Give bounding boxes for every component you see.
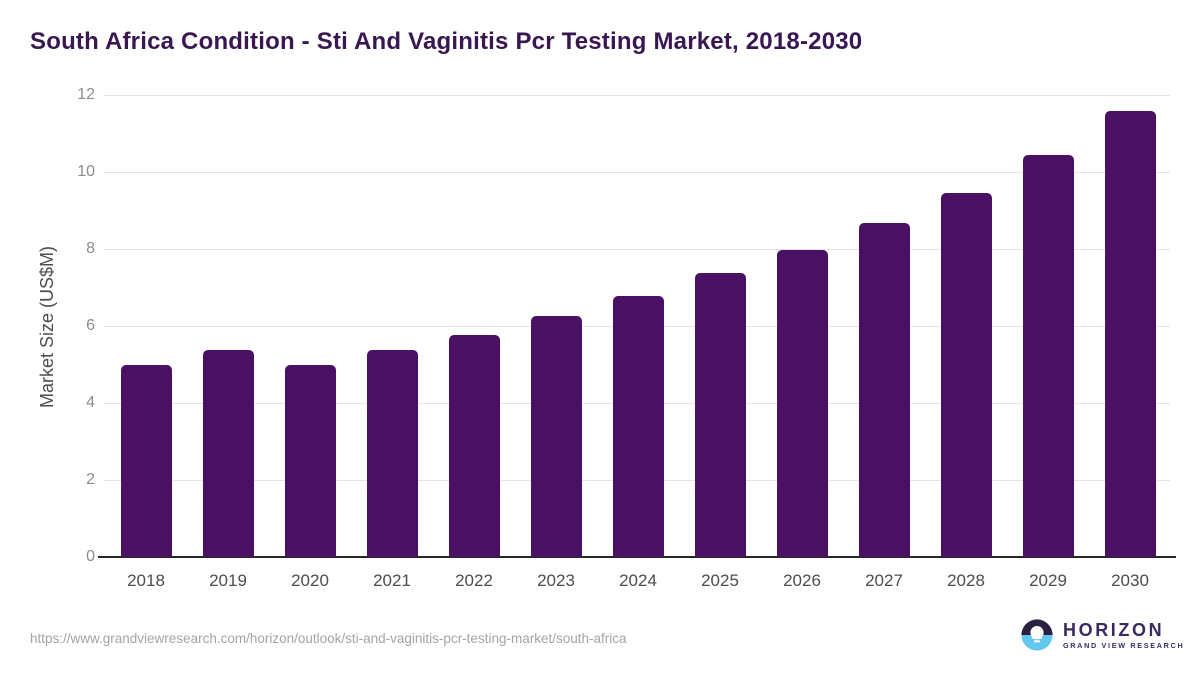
- bar-2030: [1104, 111, 1156, 557]
- horizon-logo: HORIZON GRAND VIEW RESEARCH: [1020, 618, 1184, 652]
- bar-2020: [284, 365, 336, 557]
- chart-title: South Africa Condition - Sti And Vaginit…: [30, 28, 863, 55]
- x-tick-label-2018: 2018: [127, 571, 165, 590]
- x-tick-label-2024: 2024: [619, 571, 657, 590]
- x-tick-label-2029: 2029: [1029, 571, 1067, 590]
- y-tick-label-4: 4: [86, 394, 95, 411]
- bar-2023: [530, 315, 582, 557]
- y-tick-label-10: 10: [77, 163, 95, 180]
- y-tick-label-0: 0: [86, 548, 95, 565]
- y-tick-label-2: 2: [86, 471, 95, 488]
- plot-area: [98, 94, 1176, 558]
- y-tick-label-8: 8: [86, 240, 95, 257]
- y-tick-label-6: 6: [86, 317, 95, 334]
- x-tick-label-2019: 2019: [209, 571, 247, 590]
- x-tick-label-2026: 2026: [783, 571, 821, 590]
- gridline-y10: [104, 171, 1170, 173]
- y-axis-ticks: 0 2 4 6 8 10 12: [40, 86, 95, 565]
- bar-2028: [940, 192, 992, 557]
- bar-2022: [448, 335, 500, 557]
- x-tick-label-2022: 2022: [455, 571, 493, 590]
- horizon-sunrise-icon: [1021, 619, 1053, 651]
- logo-text: HORIZON GRAND VIEW RESEARCH: [1063, 621, 1184, 650]
- x-tick-label-2021: 2021: [373, 571, 411, 590]
- bar-2018: [120, 365, 172, 557]
- logo-name: HORIZON: [1063, 619, 1165, 640]
- gridline-y8: [104, 248, 1170, 250]
- x-axis-line: [98, 556, 1176, 558]
- source-url: https://www.grandviewresearch.com/horizo…: [30, 631, 627, 646]
- x-tick-label-2023: 2023: [537, 571, 575, 590]
- x-axis-labels: 2018 2019 2020 2021 2022 2023 2024 2025 2026 2027…: [100, 571, 1170, 597]
- bar-2027: [858, 223, 910, 557]
- bar-2025: [694, 272, 746, 557]
- x-tick-label-2025: 2025: [701, 571, 739, 590]
- bar-2019: [202, 350, 254, 557]
- bar-2026: [776, 250, 828, 557]
- logo-subtitle: GRAND VIEW RESEARCH: [1063, 640, 1185, 650]
- gridline-y12: [104, 94, 1170, 96]
- bar-2024: [612, 296, 664, 557]
- x-tick-label-2020: 2020: [291, 571, 329, 590]
- x-tick-label-2030: 2030: [1111, 571, 1149, 590]
- bar-2021: [366, 350, 418, 557]
- x-tick-label-2027: 2027: [865, 571, 903, 590]
- bar-2029: [1022, 154, 1074, 557]
- y-tick-label-12: 12: [77, 86, 95, 103]
- x-tick-label-2028: 2028: [947, 571, 985, 590]
